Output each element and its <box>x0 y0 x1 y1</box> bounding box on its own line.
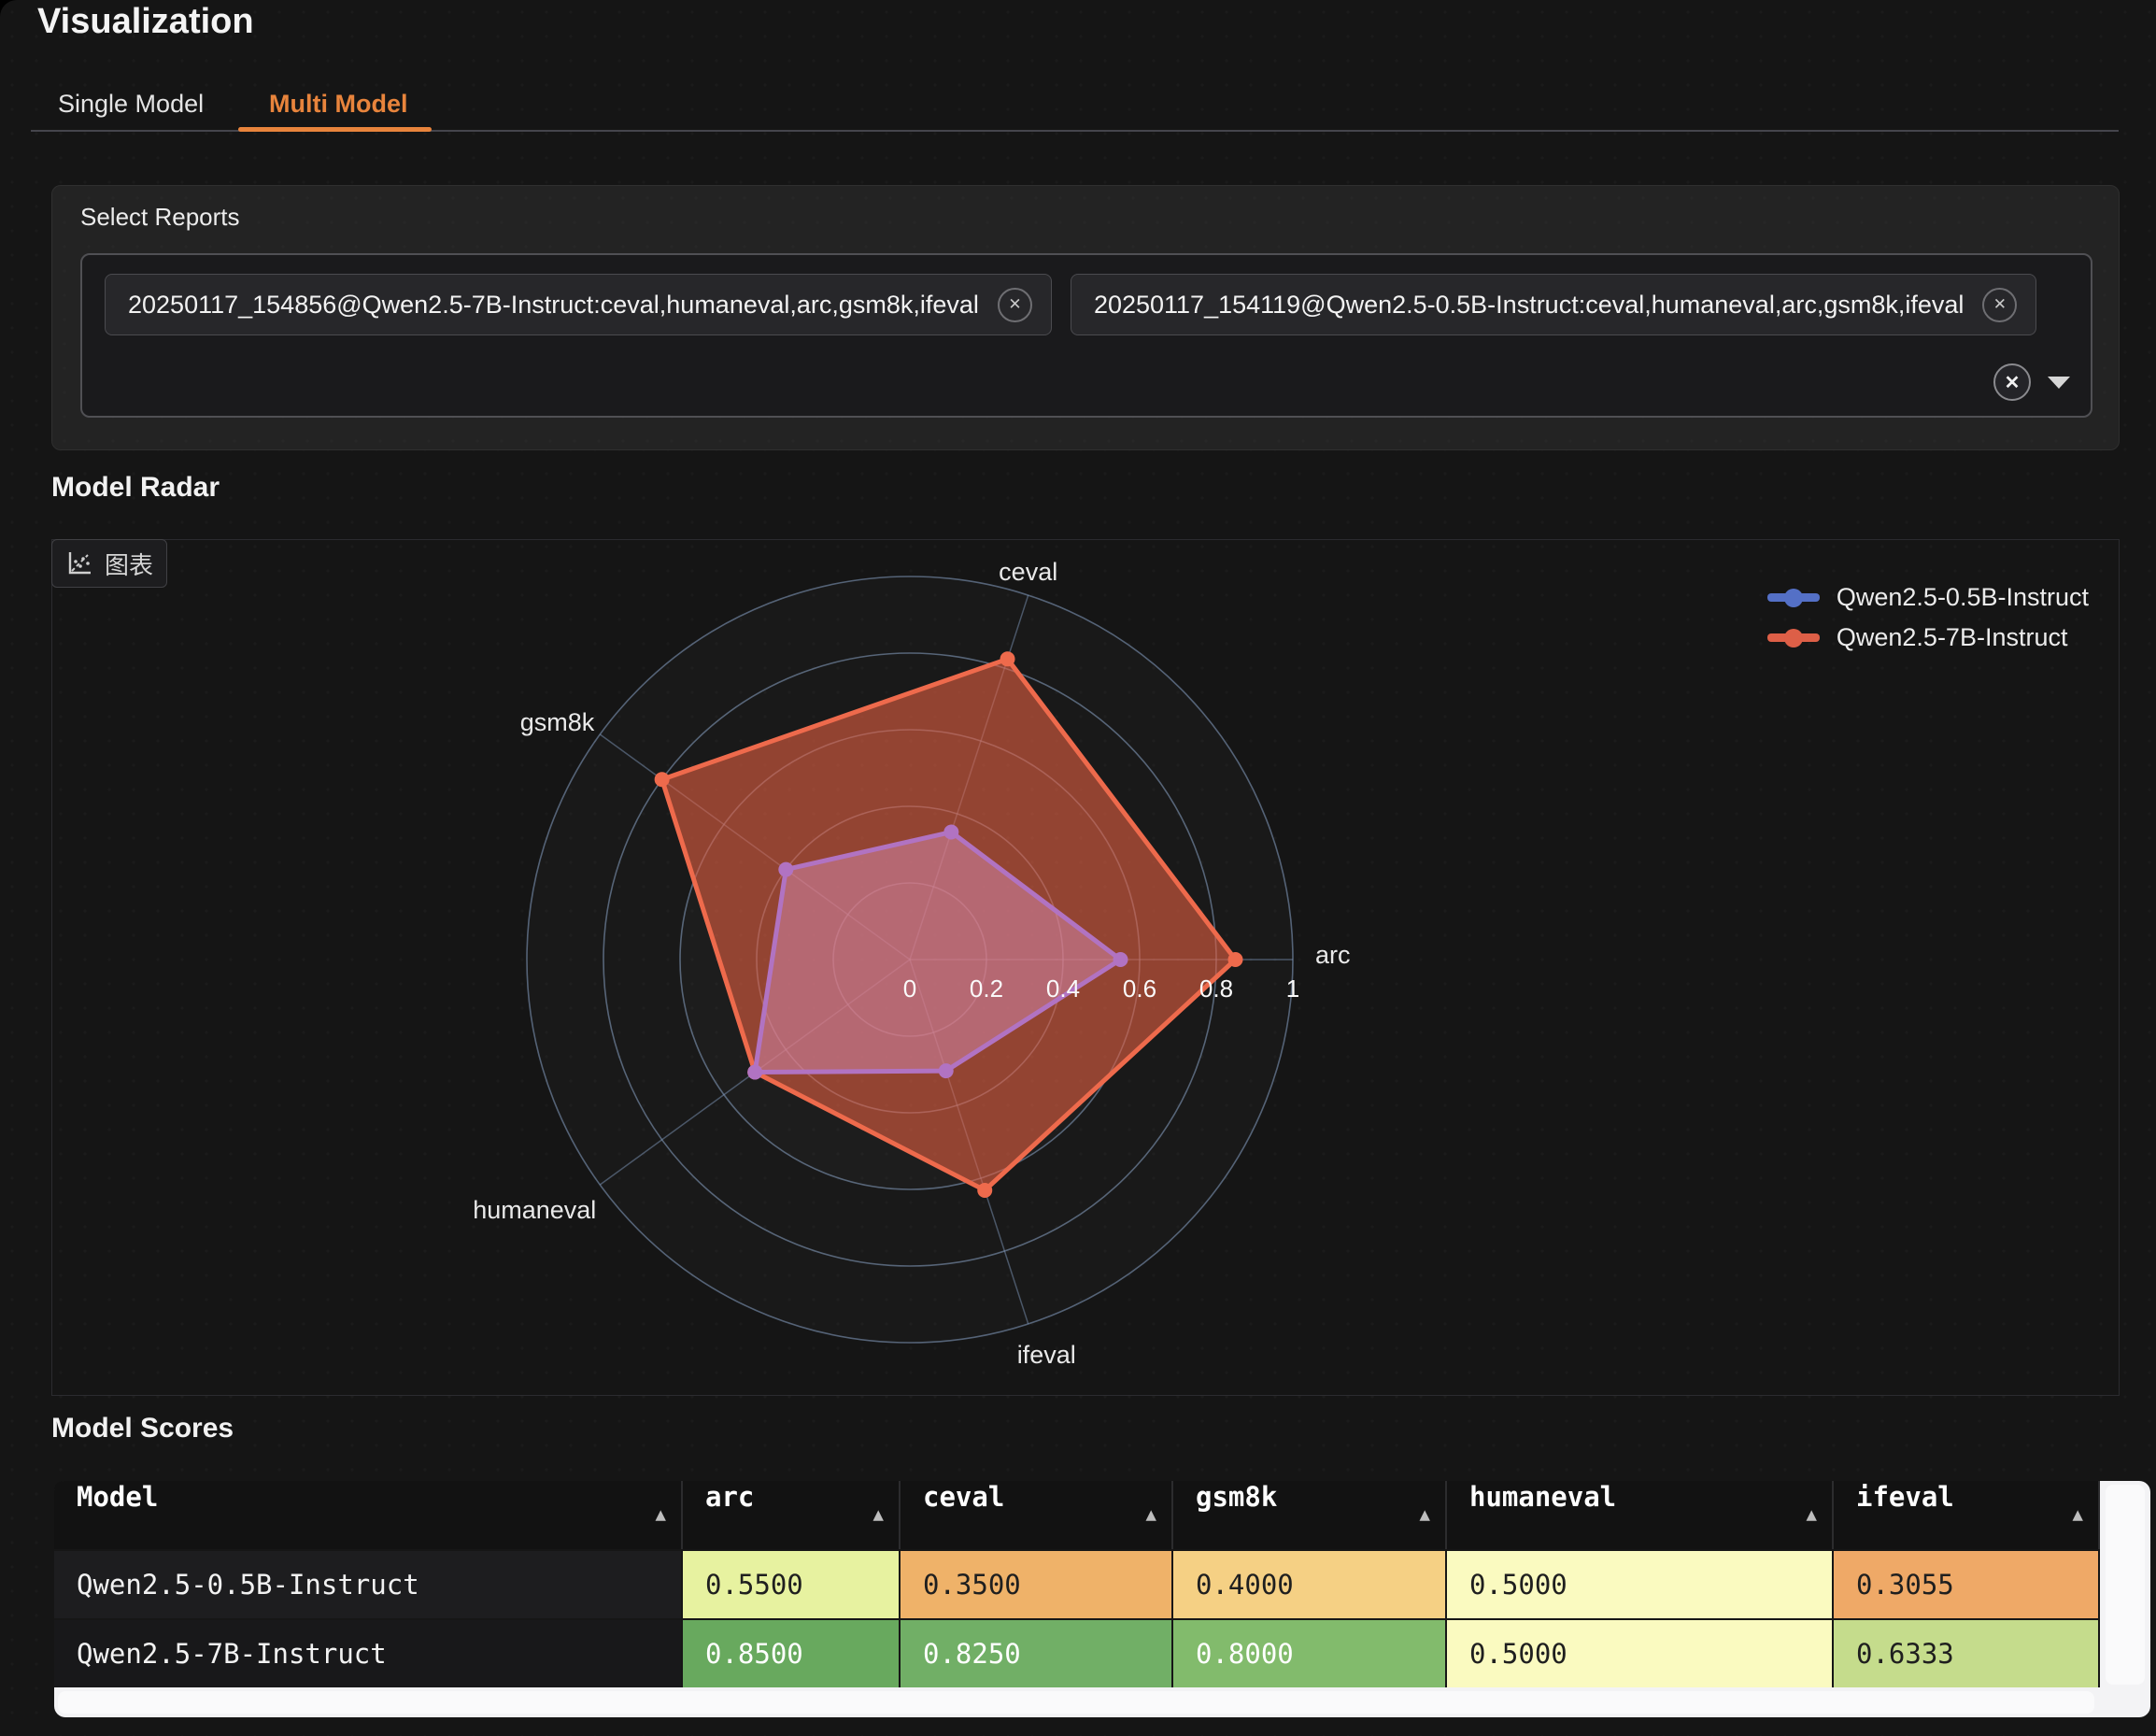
score-cell[interactable]: 0.4000 <box>1173 1549 1447 1618</box>
select-reports-label: Select Reports <box>80 203 240 232</box>
column-header-ifeval[interactable]: ifeval ▲ <box>1834 1481 2100 1549</box>
chart-legend: Qwen2.5-0.5B-Instruct Qwen2.5-7B-Instruct <box>1767 583 2089 652</box>
scores-table-viewport: Model▲arc▲ceval▲gsm8k▲humaneval▲ifeval▲Q… <box>54 1481 2100 1688</box>
column-label: arc <box>705 1481 754 1513</box>
svg-text:0: 0 <box>903 975 916 1003</box>
legend-marker <box>1767 633 1820 642</box>
model-name-cell[interactable]: Qwen2.5-7B-Instruct <box>54 1618 683 1687</box>
column-label: gsm8k <box>1196 1481 1277 1513</box>
report-chip[interactable]: 20250117_154119@Qwen2.5-0.5B-Instruct:ce… <box>1071 274 2036 335</box>
radar-chart: 0 0.2 0.4 0.6 0.8 1 arc ceval gsm8k humaneval ifev… <box>52 540 2119 1395</box>
radar-chart-card: 图表 Qwen2.5-0.5B-Instruct Qwen2.5-7B-Instr… <box>51 539 2120 1396</box>
report-chip-label: 20250117_154119@Qwen2.5-0.5B-Instruct:ce… <box>1094 291 1964 320</box>
column-label: humaneval <box>1469 1481 1616 1513</box>
sort-arrow-icon[interactable]: ▲ <box>1146 1481 1156 1549</box>
svg-text:arc: arc <box>1315 941 1351 969</box>
score-cell[interactable]: 0.8500 <box>683 1618 901 1687</box>
sort-arrow-icon[interactable]: ▲ <box>873 1481 884 1549</box>
score-cell[interactable]: 0.5000 <box>1447 1618 1834 1687</box>
score-cell[interactable]: 0.5500 <box>683 1549 901 1618</box>
sort-arrow-icon[interactable]: ▲ <box>656 1481 666 1549</box>
svg-text:0.8: 0.8 <box>1199 975 1233 1003</box>
model-name-cell[interactable]: Qwen2.5-0.5B-Instruct <box>54 1549 683 1618</box>
column-label: ifeval <box>1856 1481 1954 1513</box>
sort-arrow-icon[interactable]: ▲ <box>1807 1481 1817 1549</box>
table-row: Qwen2.5-0.5B-Instruct0.55000.35000.40000… <box>54 1549 2100 1618</box>
svg-text:0.2: 0.2 <box>970 975 1003 1003</box>
svg-text:humaneval: humaneval <box>473 1196 596 1224</box>
score-cell[interactable]: 0.5000 <box>1447 1549 1834 1618</box>
sort-arrow-icon[interactable]: ▲ <box>2073 1481 2083 1549</box>
chart-tab-label: 图表 <box>105 547 153 581</box>
score-cell[interactable]: 0.8250 <box>901 1618 1173 1687</box>
legend-item[interactable]: Qwen2.5-0.5B-Instruct <box>1767 583 2089 612</box>
legend-item[interactable]: Qwen2.5-7B-Instruct <box>1767 623 2089 652</box>
app-root: Visualization Single Model Multi Model S… <box>0 0 2156 1736</box>
score-cell[interactable]: 0.3055 <box>1834 1549 2100 1618</box>
column-label: Model <box>77 1481 158 1513</box>
report-chip-label: 20250117_154856@Qwen2.5-7B-Instruct:ceva… <box>128 291 979 320</box>
column-header-arc[interactable]: arc ▲ <box>683 1481 901 1549</box>
svg-text:ceval: ceval <box>999 558 1057 586</box>
report-chip[interactable]: 20250117_154856@Qwen2.5-7B-Instruct:ceva… <box>105 274 1052 335</box>
scores-table: Model▲arc▲ceval▲gsm8k▲humaneval▲ifeval▲Q… <box>54 1481 2150 1717</box>
score-cell[interactable]: 0.8000 <box>1173 1618 1447 1687</box>
legend-marker <box>1767 593 1820 602</box>
page-title: Visualization <box>37 2 254 42</box>
svg-text:1: 1 <box>1286 975 1299 1003</box>
score-cell[interactable]: 0.3500 <box>901 1549 1173 1618</box>
tab-multi-model[interactable]: Multi Model <box>269 90 407 119</box>
sort-arrow-icon[interactable]: ▲ <box>1420 1481 1430 1549</box>
vertical-scrollbar[interactable] <box>2106 1485 2145 1685</box>
scores-table-grid: Model▲arc▲ceval▲gsm8k▲humaneval▲ifeval▲Q… <box>54 1481 2100 1687</box>
svg-text:gsm8k: gsm8k <box>520 708 595 736</box>
dropdown-caret-icon[interactable] <box>2048 377 2070 389</box>
column-header-humaneval[interactable]: humaneval ▲ <box>1447 1481 1834 1549</box>
remove-chip-icon[interactable]: ✕ <box>1982 288 2017 322</box>
column-header-model[interactable]: Model ▲ <box>54 1481 683 1549</box>
active-tab-underline <box>238 127 432 132</box>
svg-text:0.4: 0.4 <box>1046 975 1080 1003</box>
chart-tab[interactable]: 图表 <box>51 539 167 588</box>
chart-icon <box>65 549 93 577</box>
remove-chip-icon[interactable]: ✕ <box>998 288 1032 322</box>
score-cell[interactable]: 0.6333 <box>1834 1618 2100 1687</box>
table-row: Qwen2.5-7B-Instruct0.85000.82500.80000.5… <box>54 1618 2100 1687</box>
svg-text:ifeval: ifeval <box>1017 1341 1076 1369</box>
legend-label: Qwen2.5-0.5B-Instruct <box>1837 583 2089 612</box>
column-header-ceval[interactable]: ceval ▲ <box>901 1481 1173 1549</box>
column-label: ceval <box>923 1481 1004 1513</box>
column-header-gsm8k[interactable]: gsm8k ▲ <box>1173 1481 1447 1549</box>
tab-single-model[interactable]: Single Model <box>58 90 204 119</box>
horizontal-scrollbar[interactable] <box>58 1691 2094 1714</box>
svg-text:0.6: 0.6 <box>1123 975 1156 1003</box>
scores-heading: Model Scores <box>51 1413 234 1444</box>
select-reports-panel: Select Reports 20250117_154856@Qwen2.5-7… <box>51 185 2120 450</box>
clear-all-button[interactable]: ✕ <box>1993 363 2031 401</box>
legend-label: Qwen2.5-7B-Instruct <box>1837 623 2068 652</box>
report-chips: 20250117_154856@Qwen2.5-7B-Instruct:ceva… <box>105 274 2036 335</box>
select-controls: ✕ <box>1993 363 2070 401</box>
reports-multiselect[interactable]: 20250117_154856@Qwen2.5-7B-Instruct:ceva… <box>80 253 2092 418</box>
radar-heading: Model Radar <box>51 472 220 504</box>
